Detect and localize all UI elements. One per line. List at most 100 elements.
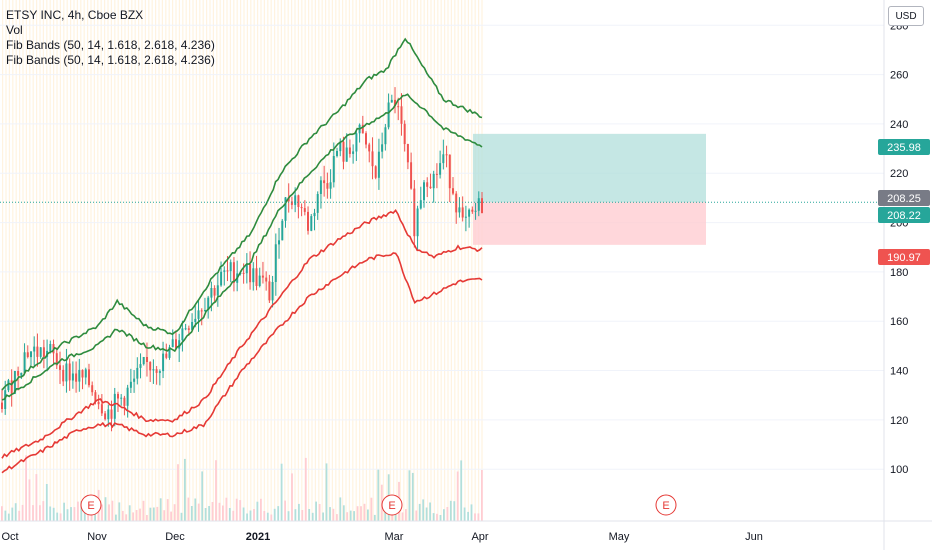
volume-bar xyxy=(443,509,445,521)
session-stripe xyxy=(314,0,316,521)
candle-body xyxy=(126,387,129,406)
volume-bar xyxy=(449,500,452,521)
session-stripe xyxy=(63,0,65,521)
candle-body xyxy=(471,209,474,212)
candle-body xyxy=(97,401,100,405)
candle-body xyxy=(442,154,445,164)
price-tick-label: 240 xyxy=(890,119,908,131)
candle-body xyxy=(419,200,422,209)
legend-volume[interactable]: Vol xyxy=(6,23,23,37)
session-stripe xyxy=(148,0,150,521)
volume-bar xyxy=(14,503,17,521)
stop-loss-zone[interactable] xyxy=(473,202,706,245)
session-stripe xyxy=(386,0,388,521)
fib-band-upper-2.618 xyxy=(1,93,483,401)
candle-body xyxy=(481,198,483,214)
session-stripe xyxy=(29,0,31,521)
session-stripe xyxy=(127,0,129,521)
candle-body xyxy=(271,282,274,301)
candle-body xyxy=(377,151,380,178)
time-axis[interactable]: Oct Nov Dec 2021 Mar Apr May Jun xyxy=(0,520,932,543)
price-tag-background xyxy=(878,207,930,223)
earnings-circle[interactable] xyxy=(655,494,677,516)
volume-bar xyxy=(21,504,24,521)
time-tick-label: Mar xyxy=(385,531,404,543)
session-stripe xyxy=(393,0,395,521)
session-stripe xyxy=(396,0,398,521)
session-stripe xyxy=(114,0,116,521)
session-stripe xyxy=(359,0,361,521)
volume-bar xyxy=(101,504,103,521)
symbol-title[interactable]: ETSY INC, 4h, Cboe BZX xyxy=(6,8,144,22)
volume-bar xyxy=(70,507,72,521)
session-stripe xyxy=(410,0,412,521)
candle-body xyxy=(458,207,461,213)
session-stripe xyxy=(406,0,408,521)
volume-bar xyxy=(228,508,231,521)
earnings-label: E xyxy=(662,500,669,512)
volume-bar xyxy=(422,499,425,521)
session-stripe xyxy=(168,0,170,521)
candle-body xyxy=(113,393,116,419)
legend-fib-bands-2[interactable]: Fib Bands (50, 14, 1.618, 2.618, 4.236) xyxy=(6,53,215,67)
session-stripe xyxy=(287,0,289,521)
volume-bar xyxy=(477,513,480,521)
profit-target-zone[interactable] xyxy=(473,133,706,203)
candle-body xyxy=(368,144,371,152)
session-stripe xyxy=(2,0,4,521)
volume-bar xyxy=(346,512,349,521)
candle-body xyxy=(104,413,107,420)
session-stripe xyxy=(189,0,191,521)
position-zones[interactable] xyxy=(473,133,706,245)
volume-bar xyxy=(184,458,186,521)
candle-body xyxy=(33,346,36,352)
volume-bar xyxy=(370,497,373,521)
candle-body xyxy=(39,347,42,357)
candle-body xyxy=(220,271,223,286)
session-stripe xyxy=(5,0,7,521)
price-tick-label: 220 xyxy=(890,168,908,180)
session-stripe xyxy=(461,0,463,521)
earnings-marker[interactable]: E xyxy=(655,494,677,516)
earnings-label: E xyxy=(388,500,395,512)
price-tag: 235.98 xyxy=(878,139,930,155)
volume-bar xyxy=(401,512,404,521)
session-stripe xyxy=(362,0,364,521)
earnings-circle[interactable] xyxy=(80,494,102,516)
candle-body xyxy=(149,362,152,371)
candle-body xyxy=(1,402,3,409)
volume-bar xyxy=(315,501,317,521)
candle-body xyxy=(49,344,52,351)
volume-bar xyxy=(104,497,107,521)
candle-body xyxy=(339,141,342,152)
volume-bar xyxy=(239,500,242,521)
candle-body xyxy=(146,357,148,362)
earnings-marker[interactable]: E xyxy=(381,494,403,516)
volume-bar xyxy=(432,513,435,521)
candle-body xyxy=(329,182,332,189)
volume-bar xyxy=(59,513,62,521)
volume-bar xyxy=(308,509,311,521)
currency-button[interactable]: USD xyxy=(888,6,924,26)
session-stripe xyxy=(165,0,167,521)
price-tags: 235.98 208.25 208.22 190.97 xyxy=(878,139,930,265)
candle-body xyxy=(78,369,81,382)
volume-bar xyxy=(280,463,283,521)
time-tick-label: Nov xyxy=(87,531,107,543)
earnings-marker[interactable]: E xyxy=(80,494,102,516)
volume-bar xyxy=(311,512,314,521)
candle-body xyxy=(294,195,297,205)
candle-body xyxy=(136,367,139,379)
legend-fib-bands-1[interactable]: Fib Bands (50, 14, 1.618, 2.618, 4.236) xyxy=(6,38,215,52)
session-stripe xyxy=(301,0,303,521)
earnings-circle[interactable] xyxy=(381,494,403,516)
volume-bar xyxy=(163,510,166,521)
session-stripe xyxy=(97,0,99,521)
session-stripe xyxy=(444,0,446,521)
candle-body xyxy=(432,173,435,189)
volume-bar xyxy=(349,510,352,521)
volume-bar xyxy=(325,463,328,521)
